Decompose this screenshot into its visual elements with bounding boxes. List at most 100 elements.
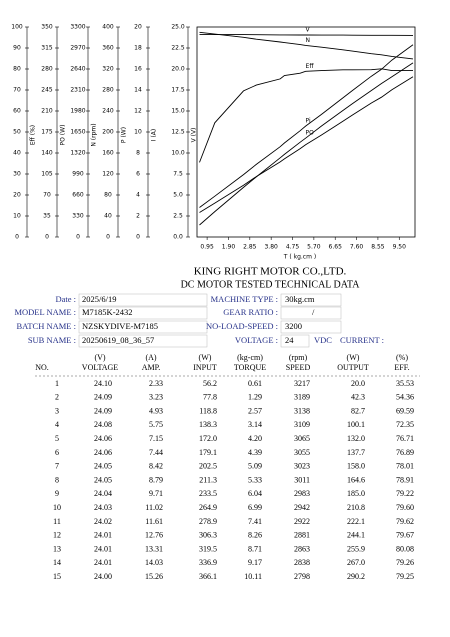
table-cell: 4.20	[248, 434, 262, 443]
y-tick-label: 4	[136, 192, 140, 199]
y-tick-label: 6	[136, 171, 140, 178]
curve	[199, 31, 414, 60]
table-cell: 8	[55, 475, 59, 484]
table-cell: 24.09	[94, 393, 112, 402]
table-cell: 72.35	[396, 420, 414, 429]
info-box	[280, 334, 310, 348]
table-cell: 24.09	[94, 406, 112, 415]
y-tick-label: 10	[134, 129, 142, 136]
info-value: M7185K-2432	[82, 307, 133, 317]
x-tick-label: 9.50	[393, 244, 407, 251]
info-value: 2025/6/19	[82, 294, 116, 304]
table-cell: 336.9	[199, 558, 217, 567]
table-cell: 9	[55, 489, 59, 498]
x-axis-label: T ( kg.cm )	[283, 254, 316, 261]
info-value: 20250619_08_36_57	[82, 335, 154, 345]
y-tick-label: 16	[134, 66, 142, 73]
y-axis-label: I (A)	[151, 129, 158, 141]
table-cell: 2983	[294, 489, 310, 498]
y-tick-label: 70	[43, 192, 51, 199]
column-header: VOLTAGE	[82, 363, 119, 372]
table-cell: 79.26	[396, 558, 414, 567]
table-cell: 3189	[294, 393, 310, 402]
table-cell: 158.0	[347, 462, 365, 471]
column-header: OUTPUT	[337, 363, 369, 372]
y-tick-label: 2970	[70, 45, 85, 52]
y-tick-label: 0	[15, 234, 19, 241]
info-box	[78, 320, 208, 334]
table-cell: 118.8	[199, 406, 217, 415]
table-cell: 5.33	[248, 475, 262, 484]
table-cell: 24.06	[94, 448, 112, 457]
y-tick-label: 20	[134, 24, 142, 31]
table-cell: 6.04	[248, 489, 262, 498]
y-tick-label: 360	[102, 45, 114, 52]
y-tick-label: 400	[102, 24, 114, 31]
info-label: GEAR RATIO :	[223, 307, 278, 317]
table-cell: 2.33	[149, 379, 163, 388]
y-tick-label: 1320	[70, 150, 85, 157]
table-cell: 24.03	[94, 503, 112, 512]
table-cell: 5.75	[149, 420, 163, 429]
table-cell: 2942	[294, 503, 310, 512]
table-cell: 24.01	[94, 544, 112, 553]
x-tick-label: 2.85	[243, 244, 257, 251]
y-tick-label: 140	[41, 150, 53, 157]
curve	[199, 62, 414, 226]
y-tick-label: 1650	[70, 129, 85, 136]
y-tick-label: 80	[104, 192, 112, 199]
y-tick-label: 3300	[70, 24, 85, 31]
info-label: NO-LOAD-SPEED :	[206, 321, 278, 331]
table-cell: 4	[55, 420, 59, 429]
table-cell: 12	[53, 531, 61, 540]
table-cell: 278.9	[199, 517, 217, 526]
y-tick-label: 40	[13, 150, 21, 157]
y-tick-label: 1980	[70, 108, 85, 115]
table-cell: 3023	[294, 462, 310, 471]
table-cell: 138.3	[199, 420, 217, 429]
table-cell: 210.8	[347, 503, 365, 512]
table-cell: 77.8	[203, 393, 217, 402]
table-cell: 79.62	[396, 517, 414, 526]
table-cell: 20.0	[351, 379, 365, 388]
y-tick-label: 30	[13, 171, 21, 178]
table-cell: 11.02	[145, 503, 163, 512]
info-value: NZSKYDIVE-M7185	[82, 321, 158, 331]
table-cell: 79.25	[396, 572, 414, 581]
y-tick-label: 350	[41, 24, 53, 31]
table-cell: 79.67	[396, 531, 414, 540]
y-tick-label: 17.5	[171, 87, 185, 94]
y-tick-label: 5.0	[173, 192, 183, 199]
table-cell: 24.01	[94, 531, 112, 540]
y-tick-label: 0.0	[173, 234, 183, 241]
info-label: MODEL NAME :	[14, 307, 76, 317]
table-cell: 164.6	[347, 475, 365, 484]
table-cell: 14.03	[145, 558, 163, 567]
table-cell: 76.89	[396, 448, 414, 457]
column-header: AMP.	[142, 363, 160, 372]
table-cell: 2838	[294, 558, 310, 567]
y-tick-label: 80	[13, 66, 21, 73]
y-tick-label: 18	[134, 45, 142, 52]
curve	[199, 44, 414, 208]
y-tick-label: 210	[41, 108, 53, 115]
table-cell: 3.23	[149, 393, 163, 402]
table-cell: 42.3	[351, 393, 365, 402]
y-tick-label: 280	[41, 66, 53, 73]
curve	[199, 68, 413, 163]
y-tick-label: 10	[13, 213, 21, 220]
table-cell: 319.5	[199, 544, 217, 553]
curve-label: N	[306, 37, 311, 44]
info-label: SUB NAME :	[28, 335, 76, 345]
info-label: BATCH NAME :	[16, 321, 76, 331]
table-cell: 24.10	[94, 379, 112, 388]
table-cell: 2922	[294, 517, 310, 526]
table-cell: 8.26	[248, 531, 262, 540]
info-box	[78, 334, 208, 348]
y-tick-label: 2310	[70, 87, 85, 94]
table-cell: 13	[53, 544, 61, 553]
table-cell: 2798	[294, 572, 310, 581]
y-tick-label: 50	[13, 129, 21, 136]
table-cell: 13.31	[145, 544, 163, 553]
